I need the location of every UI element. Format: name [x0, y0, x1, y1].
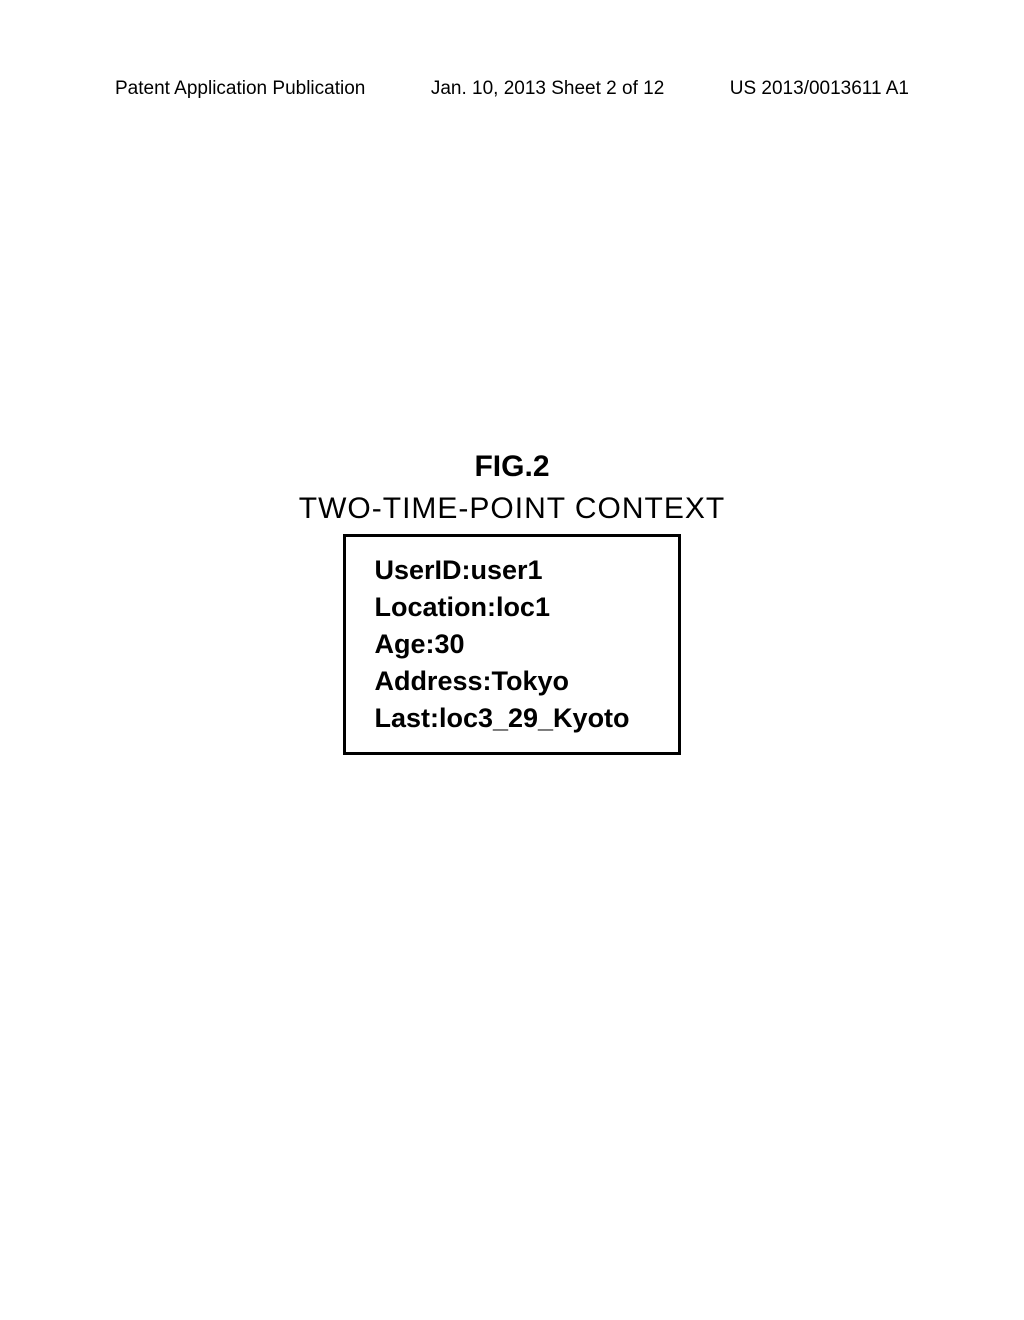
date-sheet-info: Jan. 10, 2013 Sheet 2 of 12	[431, 78, 664, 100]
context-line-last: Last:loc3_29_Kyoto	[374, 703, 629, 734]
figure-container: FIG.2 TWO-TIME-POINT CONTEXT UserID:user…	[0, 450, 1024, 755]
context-line-address: Address:Tokyo	[374, 666, 629, 697]
figure-label: FIG.2	[474, 450, 549, 484]
context-line-age: Age:30	[374, 629, 629, 660]
context-line-userid: UserID:user1	[374, 555, 629, 586]
context-box: UserID:user1 Location:loc1 Age:30 Addres…	[343, 534, 680, 755]
publication-number: US 2013/0013611 A1	[730, 78, 909, 100]
context-line-location: Location:loc1	[374, 592, 629, 623]
page-header: Patent Application Publication Jan. 10, …	[0, 0, 1024, 100]
figure-title: TWO-TIME-POINT CONTEXT	[299, 492, 725, 526]
publication-type: Patent Application Publication	[115, 78, 365, 100]
